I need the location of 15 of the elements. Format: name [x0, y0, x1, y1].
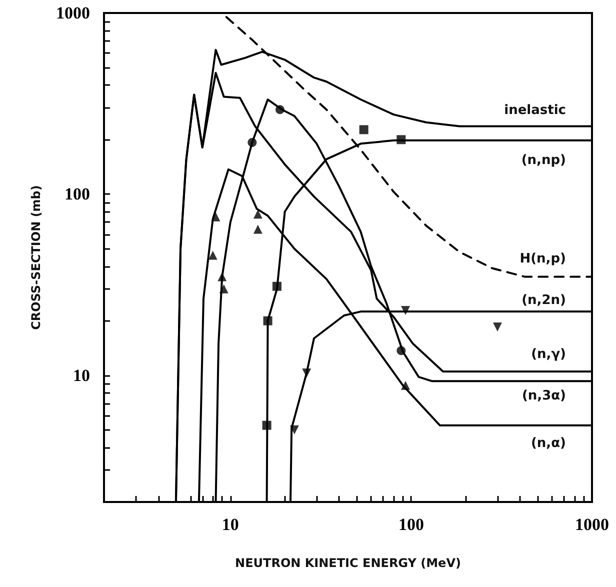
x-tick-label: 1000 — [575, 515, 609, 534]
series-label: (n,np) — [521, 152, 566, 168]
y-tick-label: 1000 — [56, 4, 90, 22]
series-label: (n,2n) — [522, 293, 566, 308]
y-axis-title: CROSS-SECTION (mb) — [29, 185, 43, 330]
series-label: (n,3α) — [522, 388, 566, 404]
series-label: (n,α) — [530, 436, 566, 451]
x-tick-label: 100 — [398, 515, 424, 534]
x-tick-label: 10 — [222, 515, 239, 534]
series-label: (n,γ) — [531, 347, 566, 362]
y-tick-label: 100 — [64, 184, 90, 204]
x-axis-title: NEUTRON KINETIC ENERGY (MeV) — [235, 556, 461, 570]
series-label: inelastic — [504, 102, 566, 118]
series-label: H(n,p) — [520, 251, 566, 266]
y-tick-label: 10 — [73, 366, 90, 385]
